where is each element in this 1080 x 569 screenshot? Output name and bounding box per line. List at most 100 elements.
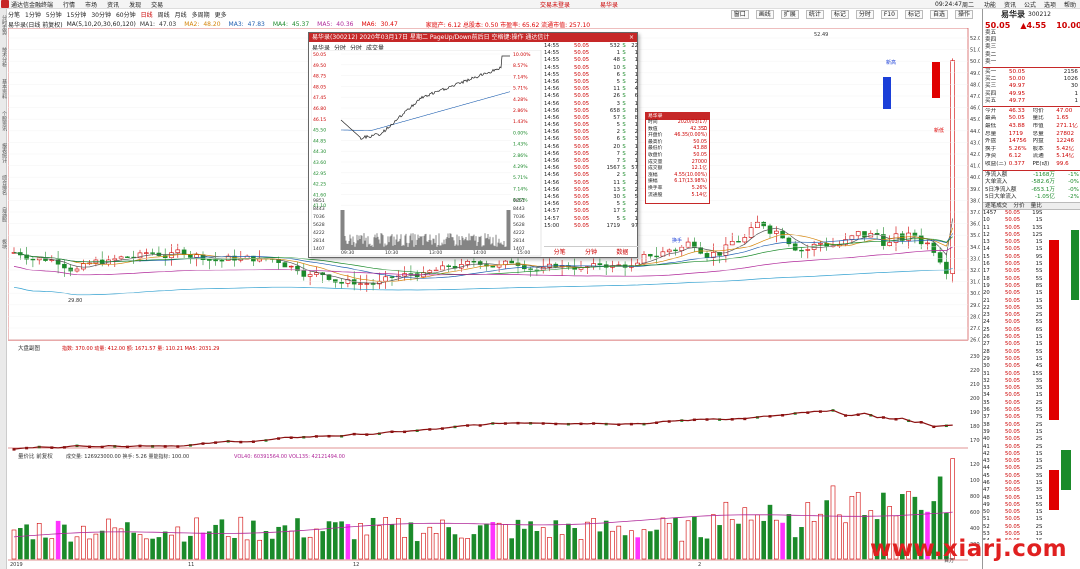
tick-side: S [622, 71, 626, 78]
trade-row: 10 50.05 1 S [983, 217, 1080, 224]
popup-foot-tick[interactable]: 分笔 [553, 249, 566, 256]
period-15min[interactable]: 15分钟 [66, 12, 87, 19]
candle-body [799, 249, 804, 252]
volume-bar [931, 501, 937, 560]
bid-price: 50.05 [1009, 68, 1026, 75]
period-day[interactable]: 日线 [140, 12, 153, 19]
volume-bar [118, 528, 124, 560]
trade-time: 31 [983, 370, 990, 377]
close-icon[interactable]: × [628, 34, 634, 41]
tooltip-row: 最低价 43.88 [646, 146, 709, 153]
tick-price: 50.05 [574, 71, 590, 78]
period-month[interactable]: 月线 [174, 12, 187, 19]
candle-body [654, 255, 659, 258]
trade-row: 21 50.05 1 S [983, 298, 1080, 305]
menu-function[interactable]: 功能 [983, 2, 996, 9]
period-30min[interactable]: 30分钟 [91, 12, 111, 19]
trade-sell-bar [1071, 230, 1079, 300]
popup-tab-name[interactable]: 易华录 [312, 45, 331, 52]
popup-title[interactable]: 易华录(300212) 2020年03月17日 星期二 PageUp/Down前… [309, 33, 637, 42]
menu-item-market[interactable]: 行情 [63, 1, 76, 9]
trade-side: S [1039, 239, 1043, 246]
period-5min[interactable]: 5分钟 [45, 12, 62, 19]
tick-price: 50.05 [574, 179, 590, 186]
menu-help[interactable]: 帮助 [1063, 2, 1076, 9]
leftbar-item-report[interactable]: 报表统计 [1, 143, 7, 163]
leftbar-item-basic[interactable]: 基本资料 [1, 79, 7, 99]
popup-foot-data[interactable]: 数据 [616, 249, 629, 256]
price-tick: 31.00 [970, 280, 980, 286]
tick-side: S [622, 208, 626, 215]
leftbar-item-ranking[interactable]: 综合排名 [1, 175, 7, 195]
volume-bar [477, 525, 483, 560]
menu-info[interactable]: 资讯 [1003, 2, 1016, 9]
tick-volume: 17 [613, 208, 620, 215]
trade-list-area[interactable]: 1457 50.05 19 S 10 50.05 1 S 11 50.05 13 S 12 50.05 12… [983, 210, 1080, 540]
trade-time: 16 [983, 261, 990, 268]
tool-stats[interactable]: 统计 [805, 10, 824, 19]
trade-side: S [1039, 348, 1043, 355]
tick-time: 14:57 [544, 208, 560, 215]
popup-tab-volume[interactable]: 成交量 [366, 45, 385, 52]
leftbar-item-watchlist[interactable]: 自选股 [1, 207, 7, 222]
menu-options[interactable]: 选项 [1043, 2, 1056, 9]
leftbar-item-technical[interactable]: 技术分析 [1, 47, 7, 67]
tool-window[interactable]: 窗口 [730, 10, 749, 19]
menu-formula[interactable]: 公式 [1023, 2, 1036, 9]
period-week[interactable]: 周线 [157, 12, 170, 19]
intraday-popup[interactable]: 易华录(300212) 2020年03月17日 星期二 PageUp/Down前… [308, 32, 638, 258]
menu-item-exchange[interactable]: 市场 [85, 1, 98, 9]
leftbar-item-intraday[interactable]: 分时走势 [1, 15, 7, 35]
period-1min[interactable]: 1分钟 [25, 12, 41, 19]
tool-mark2[interactable]: 标记 [904, 10, 923, 19]
period-tick[interactable]: 分笔 [8, 12, 21, 19]
tool-operate[interactable]: 操作 [954, 10, 973, 19]
period-60min[interactable]: 60分钟 [115, 12, 136, 19]
period-multi[interactable]: 多周期 [191, 12, 210, 19]
menu-item-trade[interactable]: 交易 [151, 1, 164, 9]
tool-mark[interactable]: 标记 [830, 10, 849, 19]
tick-price: 50.05 [574, 107, 590, 114]
menu-item-discover[interactable]: 发现 [129, 1, 142, 9]
trade-price: 50.05 [1005, 304, 1021, 311]
menu-item-news[interactable]: 资讯 [107, 1, 120, 9]
trade-buy-bar [1049, 240, 1059, 420]
stat-value2: 12246 [1056, 138, 1075, 145]
popup-foot-minute[interactable]: 分钟 [584, 249, 597, 256]
candle-body [509, 260, 515, 264]
tick-table: 14:55 50.05 532 S 22 14:55 50.05 1 S 1 14:55 50.05 4… [544, 43, 638, 230]
candle-body [389, 276, 395, 278]
trade-price: 50.05 [1005, 407, 1021, 414]
popup-tab-intraday[interactable]: 分时 [334, 45, 347, 52]
tool-extend[interactable]: 扩展 [780, 10, 799, 19]
ma6-key: MA6: [361, 20, 377, 28]
ma4-value: 45.37 [291, 20, 310, 28]
tab-trades[interactable]: 逐笔成交 [985, 203, 1008, 209]
tool-draw[interactable]: 画线 [755, 10, 774, 19]
tooltip-row: 涨幅 4.55(10.00%) [646, 173, 709, 180]
volume-bar [465, 538, 470, 560]
tool-watchlist[interactable]: 自选 [929, 10, 948, 19]
tab-ratio[interactable]: 量比 [1030, 203, 1042, 209]
tick-time: 14:55 [544, 57, 560, 64]
leftbar-item-sector[interactable]: 板块 [1, 239, 7, 249]
trade-volume: 5 [1035, 319, 1039, 326]
ma-line [13, 268, 953, 296]
tick-count: 8 [634, 114, 638, 121]
ma4-label: MA4: 45.37 [273, 21, 313, 28]
price-tick: 40.00 [970, 175, 980, 181]
period-more[interactable]: 更多 [214, 12, 227, 19]
tool-f10[interactable]: F10 [880, 10, 898, 19]
popup-tab-intraday2[interactable]: 分时 [350, 45, 363, 52]
volume-bar [276, 526, 281, 560]
leftbar-item-news[interactable]: 个股资讯 [1, 111, 7, 131]
stock-name-link[interactable]: 易华录 [600, 1, 619, 9]
trade-login-link[interactable]: 交易未登录 [540, 1, 571, 9]
trade-side: S [1039, 326, 1043, 333]
stat-row: 收益(三) 0.377 PE(动) 99.6 [983, 161, 1080, 169]
volume-bar [370, 517, 376, 560]
tab-price[interactable]: 分价 [1013, 203, 1025, 209]
bid-row: 买四 49.95 1 [983, 91, 1080, 98]
tool-intraday[interactable]: 分时 [855, 10, 874, 19]
volume-bar [780, 522, 785, 560]
